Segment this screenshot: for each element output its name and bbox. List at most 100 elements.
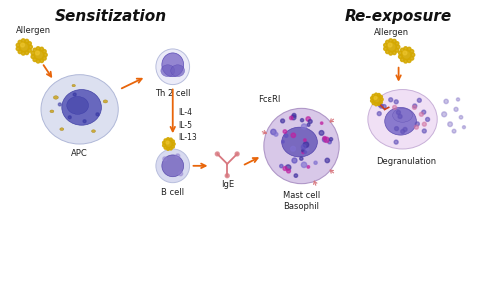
Circle shape (33, 48, 37, 52)
Circle shape (35, 50, 44, 59)
Circle shape (165, 141, 172, 148)
Circle shape (18, 40, 22, 44)
Circle shape (31, 55, 35, 59)
Circle shape (321, 122, 323, 124)
Circle shape (410, 50, 414, 53)
Circle shape (40, 59, 44, 63)
Text: Mast cell
Basophil: Mast cell Basophil (283, 191, 320, 211)
Circle shape (22, 51, 25, 55)
Circle shape (176, 154, 180, 158)
Ellipse shape (156, 49, 189, 85)
Circle shape (328, 140, 331, 144)
Circle shape (28, 49, 32, 52)
Circle shape (448, 122, 452, 126)
Circle shape (404, 47, 407, 50)
Circle shape (43, 56, 46, 60)
Circle shape (179, 172, 183, 176)
Circle shape (25, 39, 29, 43)
Circle shape (378, 103, 382, 107)
Circle shape (395, 127, 398, 131)
Ellipse shape (60, 128, 64, 131)
Circle shape (375, 93, 377, 96)
Ellipse shape (41, 75, 118, 144)
Ellipse shape (72, 84, 76, 87)
Text: IgE: IgE (220, 180, 234, 189)
Circle shape (167, 148, 169, 150)
Circle shape (306, 117, 311, 121)
Circle shape (294, 174, 298, 177)
Text: Allergen: Allergen (16, 26, 52, 35)
Circle shape (302, 151, 304, 154)
Circle shape (172, 143, 175, 146)
Circle shape (164, 146, 167, 149)
Ellipse shape (368, 90, 437, 149)
Circle shape (314, 161, 317, 164)
Circle shape (274, 132, 278, 136)
Circle shape (396, 45, 400, 49)
Circle shape (403, 51, 407, 55)
Circle shape (16, 47, 20, 51)
Circle shape (393, 39, 396, 43)
Circle shape (169, 147, 172, 150)
Text: Th 2 cell: Th 2 cell (155, 88, 190, 98)
Circle shape (36, 59, 40, 63)
Circle shape (329, 138, 333, 141)
Circle shape (372, 102, 375, 105)
Circle shape (307, 123, 310, 126)
Circle shape (374, 96, 377, 99)
Circle shape (414, 125, 418, 129)
Circle shape (172, 140, 174, 143)
Circle shape (373, 96, 380, 103)
Circle shape (16, 43, 20, 47)
Circle shape (302, 124, 307, 129)
Circle shape (291, 146, 296, 151)
Circle shape (235, 152, 239, 156)
Circle shape (400, 48, 404, 52)
Circle shape (25, 51, 29, 55)
Circle shape (325, 158, 330, 163)
Text: Degranulation: Degranulation (376, 157, 436, 166)
Circle shape (58, 103, 61, 106)
Circle shape (393, 105, 397, 109)
Ellipse shape (103, 100, 108, 103)
Circle shape (413, 104, 417, 108)
Circle shape (285, 134, 288, 137)
Circle shape (280, 164, 283, 168)
Circle shape (377, 103, 380, 105)
Ellipse shape (171, 65, 185, 77)
Circle shape (282, 141, 284, 143)
Circle shape (304, 151, 307, 153)
Circle shape (302, 149, 304, 152)
Circle shape (18, 50, 22, 54)
Circle shape (410, 56, 414, 60)
Ellipse shape (92, 130, 96, 133)
Circle shape (167, 138, 169, 141)
Circle shape (389, 51, 392, 55)
Text: IL-4
IL-5
IL-13: IL-4 IL-5 IL-13 (179, 108, 197, 142)
Ellipse shape (162, 155, 184, 177)
Circle shape (306, 148, 309, 151)
Ellipse shape (161, 65, 175, 77)
Text: APC: APC (71, 149, 88, 158)
Circle shape (319, 131, 324, 135)
Circle shape (386, 40, 389, 44)
Ellipse shape (156, 149, 189, 183)
Circle shape (422, 122, 426, 126)
Circle shape (169, 138, 172, 141)
Circle shape (417, 98, 421, 102)
Circle shape (33, 58, 37, 61)
Circle shape (459, 116, 463, 119)
Circle shape (394, 100, 398, 104)
Circle shape (163, 141, 165, 144)
Circle shape (172, 145, 174, 148)
Circle shape (412, 105, 416, 109)
Circle shape (371, 99, 373, 102)
Circle shape (302, 162, 307, 168)
Circle shape (456, 98, 459, 101)
Ellipse shape (162, 53, 184, 77)
Ellipse shape (264, 108, 339, 184)
Circle shape (96, 113, 99, 116)
Circle shape (382, 105, 386, 108)
Circle shape (389, 98, 393, 102)
Circle shape (380, 101, 382, 103)
